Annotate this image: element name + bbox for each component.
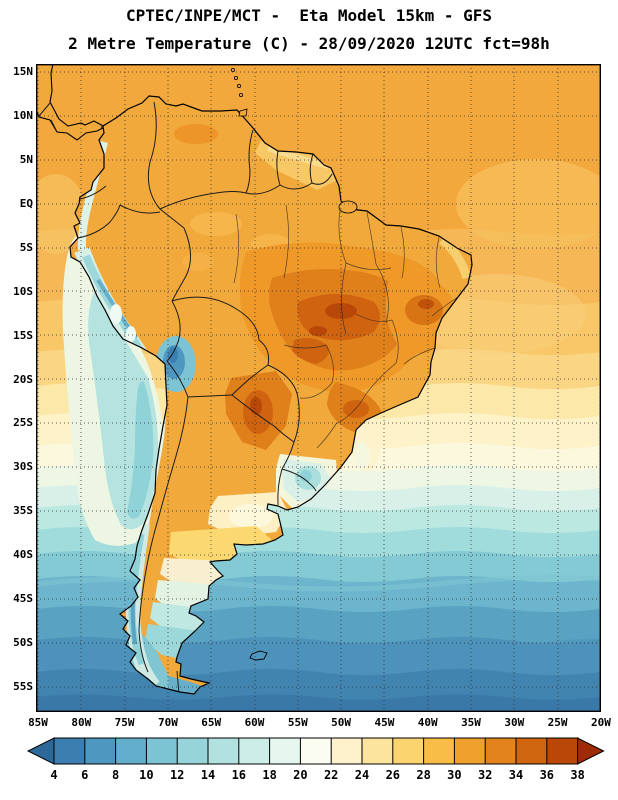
lat-label-55S: 55S <box>13 680 33 694</box>
colorbar-tick-labels: 4 6 8 10 12 14 16 18 20 22 24 26 28 30 32 34 36 38 <box>0 768 618 786</box>
falkland-islands <box>249 650 268 661</box>
colorbar-tick-38: 38 <box>570 768 585 782</box>
central-america-landmass <box>36 64 107 141</box>
atlantic-coastal-cool-patch <box>352 427 380 471</box>
colorbar-segment-16 <box>515 737 548 765</box>
colorbar-tick-24: 24 <box>354 768 370 782</box>
lon-label-70W: 70W <box>157 716 178 729</box>
lon-label-35W: 35W <box>461 716 481 729</box>
colorbar-tick-16: 16 <box>231 768 247 782</box>
colorbar-segment-17 <box>546 737 579 765</box>
lat-label-50S: 50S <box>13 636 33 650</box>
lat-label-10S: 10S <box>13 284 33 298</box>
lat-label-40S: 40S <box>13 548 33 562</box>
colorbar-segment-12 <box>392 737 425 765</box>
lon-label-50W: 50W <box>331 716 352 729</box>
country-borders <box>38 101 333 694</box>
colorbar-segment-1 <box>53 737 86 765</box>
marajo-island <box>338 200 358 214</box>
colorbar-tick-8: 8 <box>111 768 120 782</box>
lat-label-20S: 20S <box>13 372 33 386</box>
ocean-streak <box>36 574 601 592</box>
lon-label-65W: 65W <box>201 716 222 729</box>
colorbar-tick-36: 36 <box>539 768 555 782</box>
pacific-cold-current <box>62 236 163 546</box>
colorbar-segment-14 <box>453 737 487 765</box>
colorbar-tick-34: 34 <box>508 768 524 782</box>
colorbar-segment-9 <box>299 737 333 765</box>
colorbar-tick-18: 18 <box>262 768 277 782</box>
colorbar-tick-30: 30 <box>447 768 462 782</box>
colorbar-tick-4: 4 <box>50 768 58 782</box>
colorbar-segment-10 <box>330 737 364 765</box>
lon-label-80W: 80W <box>71 716 92 729</box>
map-title-line2: 2 Metre Temperature (C) - 28/09/2020 12U… <box>68 34 550 53</box>
colorbar-segment-0 <box>26 737 55 765</box>
lat-label-45S: 45S <box>13 592 33 606</box>
colorbar-tick-26: 26 <box>385 768 401 782</box>
south-america-temperature-map <box>36 64 601 712</box>
colorbar-tick-22: 22 <box>323 768 339 782</box>
trinidad-island <box>238 108 248 117</box>
colorbar-tick-12: 12 <box>169 768 185 782</box>
lat-label-30S: 30S <box>13 460 33 474</box>
colorbar-segment-6 <box>207 737 240 765</box>
colorbar-segment-4 <box>145 737 179 765</box>
lat-label-15S: 15S <box>13 328 33 342</box>
colorbar-segment-13 <box>423 737 456 765</box>
lon-label-30W: 30W <box>504 716 525 729</box>
colorbar-segment-3 <box>115 737 148 765</box>
temperature-colorbar <box>26 737 605 765</box>
colorbar-segment-8 <box>269 737 302 765</box>
lon-label-55W: 55W <box>287 716 308 729</box>
colorbar-tick-6: 6 <box>81 768 89 782</box>
lon-label-45W: 45W <box>374 716 395 729</box>
lat-label-5S: 5S <box>19 240 33 254</box>
colorbar-segment-2 <box>84 737 117 765</box>
lon-label-60W: 60W <box>244 716 265 729</box>
map-title-line1: CPTEC/INPE/MCT - Eta Model 15km - GFS <box>125 6 493 25</box>
lat-label-EQ: EQ <box>19 196 33 210</box>
lon-label-25W: 25W <box>547 716 568 729</box>
lat-label-25S: 25S <box>13 416 33 430</box>
colorbar-segment-11 <box>361 737 394 765</box>
colorbar-tick-28: 28 <box>416 768 431 782</box>
lat-label-35S: 35S <box>13 504 33 518</box>
colorbar-tick-10: 10 <box>139 768 154 782</box>
colorbar-segment-5 <box>176 737 209 765</box>
lon-label-75W: 75W <box>114 716 135 729</box>
map-frame <box>36 64 601 712</box>
lat-label-15N: 15N <box>13 65 33 78</box>
lat-label-10N: 10N <box>13 108 33 122</box>
pacific-equatorial-patch <box>36 174 86 254</box>
colorbar-segment-18 <box>577 737 605 765</box>
lon-label-20W: 20W <box>590 716 611 729</box>
lon-label-40W: 40W <box>417 716 438 729</box>
colorbar-segment-15 <box>484 737 518 765</box>
colorbar-tick-14: 14 <box>200 768 216 782</box>
colorbar-segment-7 <box>238 737 271 765</box>
colorbar-tick-32: 32 <box>477 768 493 782</box>
lat-label-5N: 5N <box>19 152 33 166</box>
colorbar-tick-20: 20 <box>293 768 308 782</box>
lon-label-85W: 85W <box>28 716 48 729</box>
